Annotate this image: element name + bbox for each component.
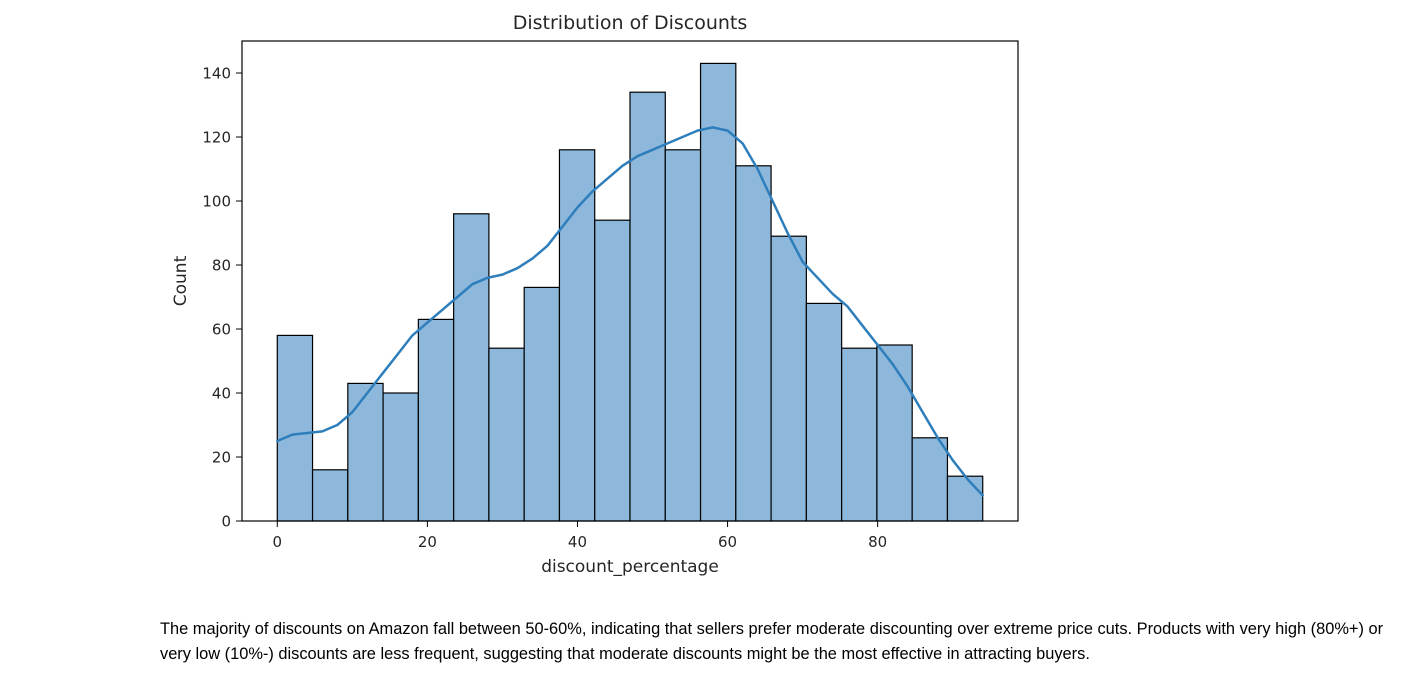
- y-tick-label: 20: [212, 449, 231, 467]
- histogram-bar: [664, 149, 702, 522]
- y-tick-label: 40: [212, 385, 231, 403]
- histogram-bar: [558, 149, 596, 522]
- y-axis-label: Count: [171, 255, 191, 306]
- histogram-bar: [699, 62, 737, 522]
- histogram-bar: [382, 392, 419, 522]
- histogram-bar: [629, 91, 666, 522]
- chart-title: Distribution of Discounts: [513, 12, 748, 34]
- y-axis: 0 20 40 60 80 100 120 140: [202, 65, 242, 531]
- x-tick-label: 40: [568, 533, 587, 551]
- x-tick-label: 80: [868, 533, 887, 551]
- histogram-chart: Distribution of Discounts 0 20 40 60 80 0 20 4…: [171, 12, 1019, 577]
- y-tick-label: 0: [221, 513, 231, 531]
- x-tick-label: 0: [272, 533, 282, 551]
- x-axis: 0 20 40 60 80: [272, 521, 887, 551]
- kde-curve: [276, 126, 984, 497]
- histogram-bar: [735, 165, 772, 522]
- y-tick-label: 80: [212, 257, 231, 275]
- histogram-bar: [911, 437, 949, 522]
- histogram-bar: [417, 318, 455, 522]
- bars-layer: [276, 62, 984, 522]
- histogram-bar: [347, 382, 384, 522]
- y-tick-label: 60: [212, 321, 231, 339]
- histogram-bar: [594, 219, 631, 522]
- histogram-bar: [841, 347, 878, 522]
- histogram-bar: [805, 302, 843, 522]
- x-axis-label: discount_percentage: [541, 557, 719, 577]
- histogram-bar: [488, 347, 525, 522]
- histogram-bar: [276, 334, 314, 522]
- x-tick-label: 60: [718, 533, 737, 551]
- y-tick-label: 100: [202, 193, 231, 211]
- x-tick-label: 20: [418, 533, 437, 551]
- histogram-bar: [453, 213, 490, 522]
- plot-frame: [241, 40, 1019, 522]
- histogram-bar: [946, 475, 984, 522]
- histogram-bar: [523, 286, 561, 522]
- y-tick-label: 140: [202, 65, 231, 83]
- caption-text: The majority of discounts on Amazon fall…: [160, 620, 1384, 663]
- histogram-bar: [770, 235, 807, 522]
- y-tick-label: 120: [202, 129, 231, 147]
- histogram-bar: [876, 344, 913, 522]
- histogram-bar: [311, 469, 349, 522]
